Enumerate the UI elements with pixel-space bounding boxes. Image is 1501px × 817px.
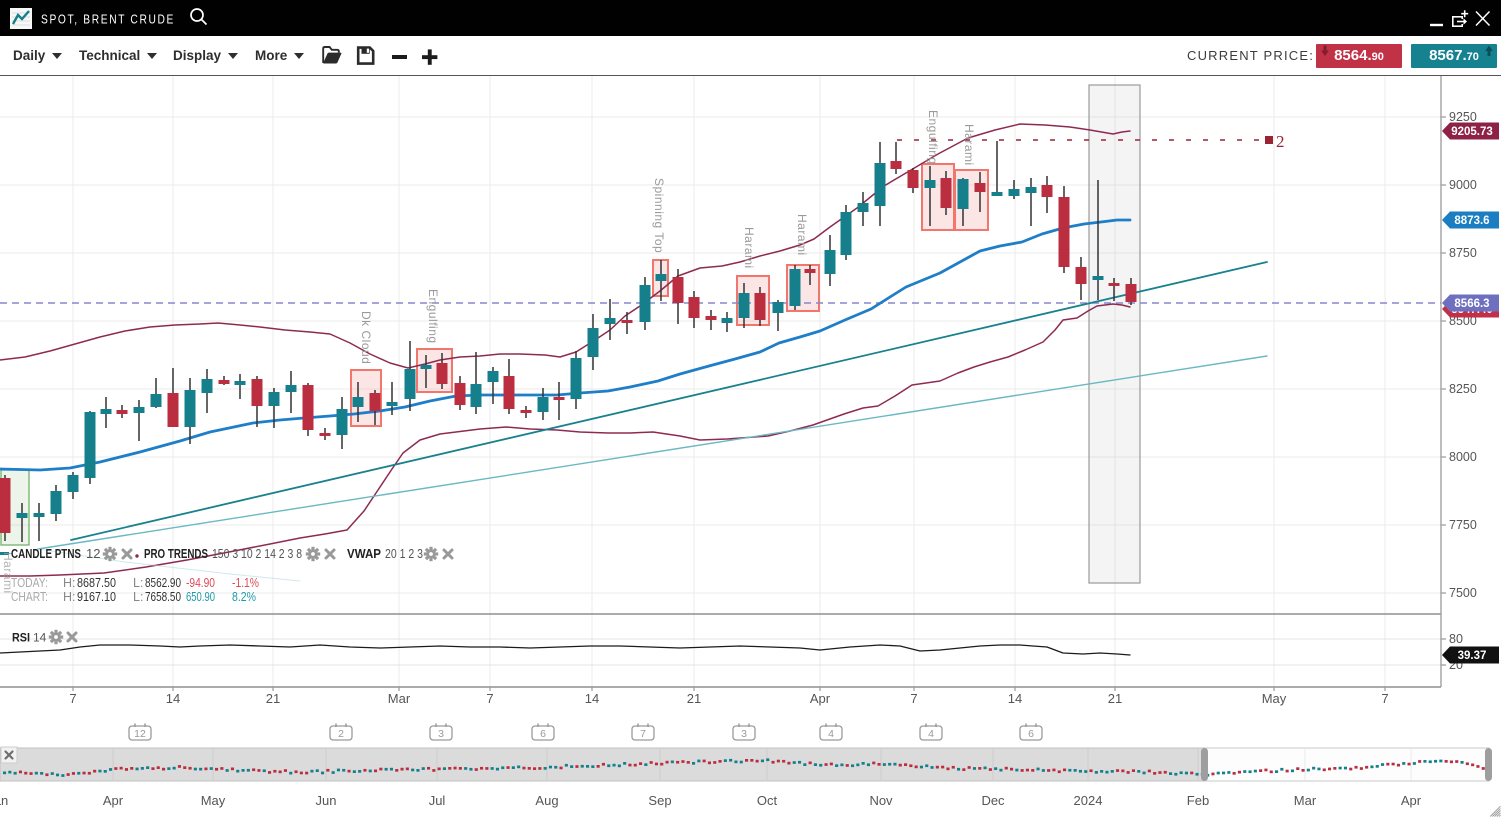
svg-text:4: 4 [828, 728, 834, 740]
svg-text:Apr: Apr [1401, 793, 1422, 808]
svg-text:Engulfing: Engulfing [926, 110, 940, 165]
svg-text:3: 3 [741, 728, 747, 740]
svg-text:Apr: Apr [810, 691, 831, 706]
svg-text:7: 7 [486, 691, 493, 706]
svg-text:12: 12 [86, 546, 100, 561]
svg-text:Nov: Nov [869, 793, 893, 808]
svg-text:an: an [0, 793, 8, 808]
svg-text:Mar: Mar [388, 691, 411, 706]
svg-text:3: 3 [438, 728, 444, 740]
svg-text:7: 7 [1381, 691, 1388, 706]
svg-text:May: May [201, 793, 226, 808]
svg-text:-94.90: -94.90 [186, 576, 215, 590]
svg-text:7: 7 [640, 728, 646, 740]
svg-text:Harami: Harami [1, 552, 15, 594]
svg-text:14: 14 [166, 691, 180, 706]
svg-text:7: 7 [69, 691, 76, 706]
svg-text:Aug: Aug [535, 793, 558, 808]
svg-text:Apr: Apr [103, 793, 124, 808]
svg-text:8873.6: 8873.6 [1454, 215, 1489, 227]
svg-text:SPOT, BRENT CRUDE: SPOT, BRENT CRUDE [41, 13, 175, 27]
svg-text:21: 21 [266, 691, 280, 706]
svg-text:4: 4 [928, 728, 934, 740]
svg-text:8000: 8000 [1449, 450, 1477, 464]
svg-text:150 3 10 2 14 2 3 8: 150 3 10 2 14 2 3 8 [212, 546, 302, 561]
svg-text:14: 14 [33, 631, 47, 645]
svg-text:650.90: 650.90 [186, 590, 215, 604]
svg-text:2024: 2024 [1074, 793, 1103, 808]
svg-text:Mar: Mar [1294, 793, 1317, 808]
svg-text:Dec: Dec [981, 793, 1005, 808]
svg-text:2: 2 [338, 728, 344, 740]
svg-text:Harami: Harami [962, 124, 976, 166]
svg-text:CHART:: CHART: [11, 590, 48, 604]
svg-text:9205.73: 9205.73 [1451, 126, 1493, 138]
svg-text:20 1 2 3: 20 1 2 3 [385, 546, 423, 561]
svg-text:8562.90: 8562.90 [145, 576, 181, 590]
svg-text:Harami: Harami [742, 227, 756, 269]
svg-text:2: 2 [1276, 132, 1285, 151]
svg-text:7658.50: 7658.50 [145, 590, 181, 604]
svg-text:Engulfing: Engulfing [426, 289, 440, 344]
svg-text:Dk Cloud: Dk Cloud [359, 311, 373, 364]
svg-text:21: 21 [1108, 691, 1122, 706]
svg-text:80: 80 [1449, 632, 1463, 646]
svg-text:Spinning Top: Spinning Top [652, 178, 666, 253]
svg-text:14: 14 [1008, 691, 1022, 706]
svg-text:12: 12 [134, 728, 146, 740]
svg-text:Feb: Feb [1187, 793, 1209, 808]
svg-text:L:: L: [133, 576, 143, 590]
svg-text:8.2%: 8.2% [232, 590, 256, 604]
svg-text:7500: 7500 [1449, 586, 1477, 600]
svg-text:H:: H: [63, 590, 76, 604]
svg-text:CANDLE PTNS: CANDLE PTNS [11, 546, 81, 561]
svg-text:VWAP: VWAP [347, 546, 381, 561]
svg-text:6: 6 [540, 728, 546, 740]
svg-text:8566.3: 8566.3 [1454, 298, 1489, 310]
svg-text:9167.10: 9167.10 [77, 590, 116, 604]
svg-text:7750: 7750 [1449, 518, 1477, 532]
svg-text:PRO TRENDS: PRO TRENDS [144, 546, 208, 561]
svg-text:9250: 9250 [1449, 110, 1477, 124]
svg-text:8750: 8750 [1449, 246, 1477, 260]
svg-text:Jun: Jun [316, 793, 337, 808]
svg-text:May: May [1262, 691, 1287, 706]
svg-text:6: 6 [1028, 728, 1034, 740]
svg-text:8687.50: 8687.50 [77, 576, 116, 590]
svg-text:H:: H: [63, 576, 76, 590]
svg-text:7: 7 [910, 691, 917, 706]
svg-text:9000: 9000 [1449, 178, 1477, 192]
svg-text:14: 14 [585, 691, 599, 706]
svg-text:RSI: RSI [12, 631, 30, 645]
svg-text:TODAY:: TODAY: [11, 576, 48, 590]
svg-text:8250: 8250 [1449, 382, 1477, 396]
svg-text:Oct: Oct [757, 793, 778, 808]
svg-text:L:: L: [133, 590, 143, 604]
svg-text:Harami: Harami [795, 214, 809, 256]
svg-text:21: 21 [687, 691, 701, 706]
svg-text:39.37: 39.37 [1458, 650, 1487, 662]
svg-text:Jul: Jul [429, 793, 446, 808]
svg-text:-1.1%: -1.1% [232, 576, 259, 590]
svg-text:Sep: Sep [648, 793, 671, 808]
